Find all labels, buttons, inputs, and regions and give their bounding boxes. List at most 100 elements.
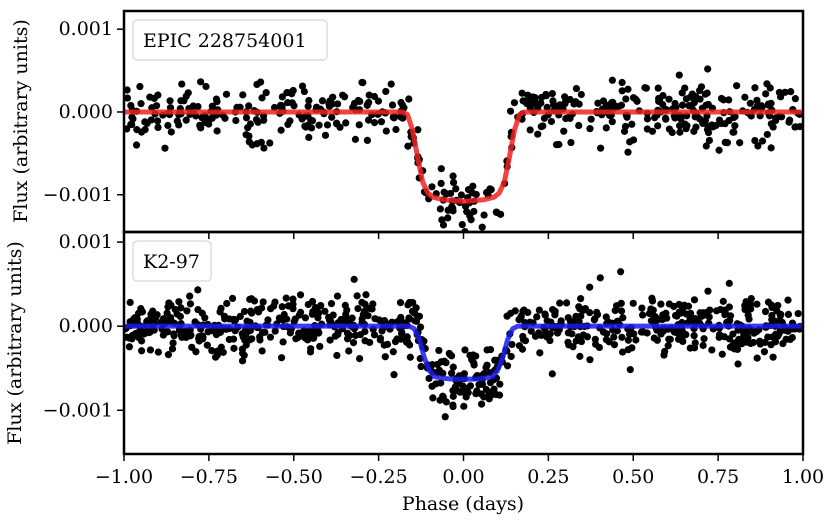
data-point [639, 311, 647, 319]
data-point [461, 346, 469, 354]
data-point [356, 354, 364, 363]
data-point [556, 299, 564, 307]
data-point [734, 360, 742, 368]
data-point [576, 352, 584, 360]
data-point [478, 223, 486, 231]
data-point [648, 294, 656, 302]
data-point [437, 165, 445, 173]
data-point [791, 123, 799, 131]
data-point [675, 308, 683, 316]
data-point [248, 335, 256, 343]
data-point [127, 120, 135, 129]
data-point [260, 144, 268, 152]
data-point [751, 84, 759, 92]
data-point [753, 354, 761, 362]
data-point [751, 137, 759, 145]
data-point [654, 84, 662, 92]
data-point [282, 294, 290, 302]
data-point [486, 345, 495, 354]
data-point [659, 100, 667, 109]
data-point [354, 304, 362, 313]
data-point [388, 101, 397, 109]
data-point [624, 346, 632, 354]
data-point [343, 335, 352, 343]
data-point [381, 353, 389, 361]
data-point [661, 114, 670, 122]
data-point [590, 316, 598, 324]
y-axis-ticks-top: 0.001 0.000 −0.001 [43, 18, 804, 239]
data-point [480, 393, 488, 401]
data-point [586, 308, 594, 317]
data-point [618, 333, 626, 341]
data-point [543, 317, 551, 325]
data-point [271, 327, 279, 335]
data-point [597, 144, 605, 152]
data-point [436, 396, 444, 404]
data-point [283, 315, 291, 323]
data-point [182, 333, 190, 342]
data-point [506, 107, 515, 115]
data-point [594, 99, 602, 107]
data-point [602, 124, 610, 132]
data-point [242, 341, 250, 349]
data-point [307, 124, 316, 132]
data-point [542, 92, 550, 100]
data-point [699, 341, 707, 350]
data-point [389, 348, 397, 356]
data-point [125, 343, 133, 351]
data-point [213, 127, 221, 135]
data-point [189, 102, 197, 110]
data-point [186, 300, 195, 308]
data-point [671, 99, 679, 108]
data-point [725, 96, 733, 104]
data-point [628, 120, 636, 128]
data-point [297, 308, 305, 316]
data-point [626, 366, 634, 374]
data-point [441, 413, 449, 421]
data-point [398, 329, 406, 338]
data-point [194, 286, 202, 294]
data-point [138, 347, 146, 355]
data-point [365, 304, 374, 313]
data-point [490, 241, 497, 248]
data-point [351, 135, 360, 143]
data-point [183, 307, 191, 315]
data-point [417, 362, 425, 371]
x-tick-label: −0.50 [265, 466, 323, 488]
y-axis-ticks-bottom: 0.001 0.000 −0.001 [43, 231, 124, 421]
data-point [128, 113, 136, 121]
data-point [238, 357, 247, 365]
data-point [665, 95, 673, 103]
data-point [510, 99, 519, 107]
data-point [258, 94, 266, 102]
data-point [703, 89, 711, 97]
data-point [177, 304, 185, 312]
data-point [396, 299, 405, 307]
data-point [432, 380, 440, 388]
data-point [246, 120, 255, 128]
data-point [716, 305, 725, 314]
data-point [776, 312, 784, 320]
data-point [617, 307, 626, 315]
data-point [670, 302, 678, 311]
data-point [277, 354, 286, 362]
data-point [748, 326, 756, 335]
data-point [725, 279, 733, 287]
data-point [438, 216, 446, 224]
data-point [560, 127, 568, 135]
legend-box-bottom: K2-97 [132, 240, 212, 282]
data-point [270, 103, 279, 112]
x-tick-label: 0.00 [442, 466, 484, 488]
legend-label-top: EPIC 228754001 [143, 30, 307, 52]
data-point [363, 101, 371, 109]
data-point [718, 350, 726, 358]
data-point [528, 97, 536, 105]
data-point [731, 122, 739, 130]
data-point [496, 210, 505, 218]
data-point [703, 308, 711, 316]
data-point [608, 118, 616, 126]
data-point [526, 126, 534, 134]
data-point [248, 309, 256, 317]
data-point [473, 387, 481, 395]
data-point [266, 333, 275, 341]
